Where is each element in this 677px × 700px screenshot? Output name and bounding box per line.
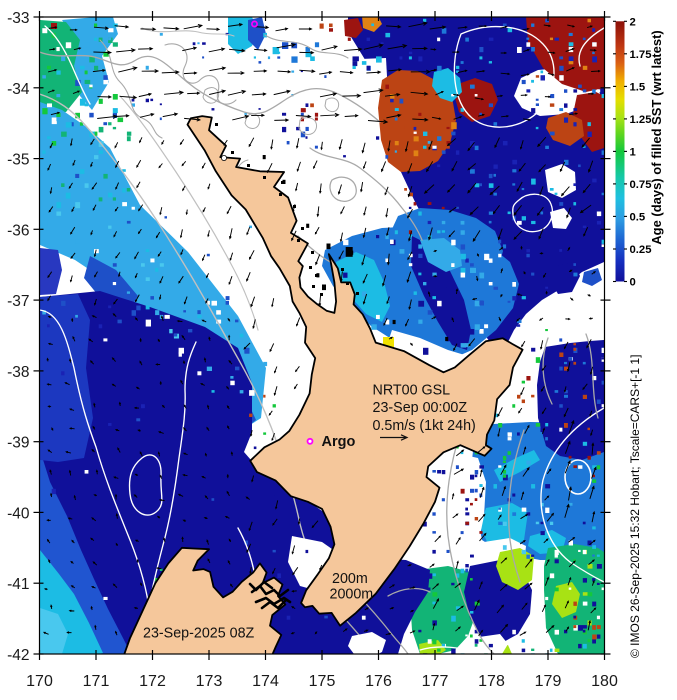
svg-text:-39: -39	[7, 435, 29, 452]
svg-text:0.75: 0.75	[630, 179, 652, 191]
svg-text:180: 180	[591, 673, 618, 690]
svg-text:176: 176	[365, 673, 392, 690]
svg-text:23-Sep 00:00Z: 23-Sep 00:00Z	[373, 400, 468, 416]
svg-text:0.5m/s (1kt 24h): 0.5m/s (1kt 24h)	[373, 418, 476, 434]
svg-text:NRT00 GSL: NRT00 GSL	[373, 383, 451, 399]
svg-text:1.5: 1.5	[630, 81, 646, 93]
svg-text:1.75: 1.75	[630, 49, 652, 61]
svg-text:177: 177	[422, 673, 449, 690]
svg-text:179: 179	[535, 673, 562, 690]
svg-text:200m: 200m	[332, 571, 368, 587]
svg-text:171: 171	[83, 673, 110, 690]
svg-text:-42: -42	[7, 647, 29, 664]
svg-text:1: 1	[630, 146, 636, 158]
svg-text:-41: -41	[7, 576, 29, 593]
svg-text:-40: -40	[7, 505, 30, 522]
svg-text:172: 172	[139, 673, 166, 690]
svg-text:Age (days) of filled SST (wrt: Age (days) of filled SST (wrt latest)	[649, 30, 664, 245]
svg-text:2000m: 2000m	[330, 587, 374, 603]
svg-text:174: 174	[252, 673, 279, 690]
svg-text:-34: -34	[7, 81, 30, 98]
svg-text:-38: -38	[7, 364, 29, 381]
svg-text:23-Sep-2025 08Z: 23-Sep-2025 08Z	[143, 626, 255, 642]
svg-text:© IMOS 26-Sep-2025 15:32 Hobar: © IMOS 26-Sep-2025 15:32 Hobart; Tscale=…	[628, 355, 642, 658]
svg-text:178: 178	[478, 673, 505, 690]
svg-text:-35: -35	[7, 152, 29, 169]
svg-text:173: 173	[196, 673, 223, 690]
svg-text:-37: -37	[7, 293, 29, 310]
svg-text:2: 2	[630, 16, 636, 28]
svg-text:Argo: Argo	[322, 434, 356, 450]
svg-text:-36: -36	[7, 222, 29, 239]
svg-text:175: 175	[309, 673, 336, 690]
svg-text:0.25: 0.25	[630, 244, 652, 256]
svg-text:1.25: 1.25	[630, 114, 652, 126]
svg-text:170: 170	[26, 673, 53, 690]
svg-text:0.5: 0.5	[630, 211, 646, 223]
svg-text:0: 0	[630, 277, 636, 289]
svg-text:-33: -33	[7, 10, 29, 27]
